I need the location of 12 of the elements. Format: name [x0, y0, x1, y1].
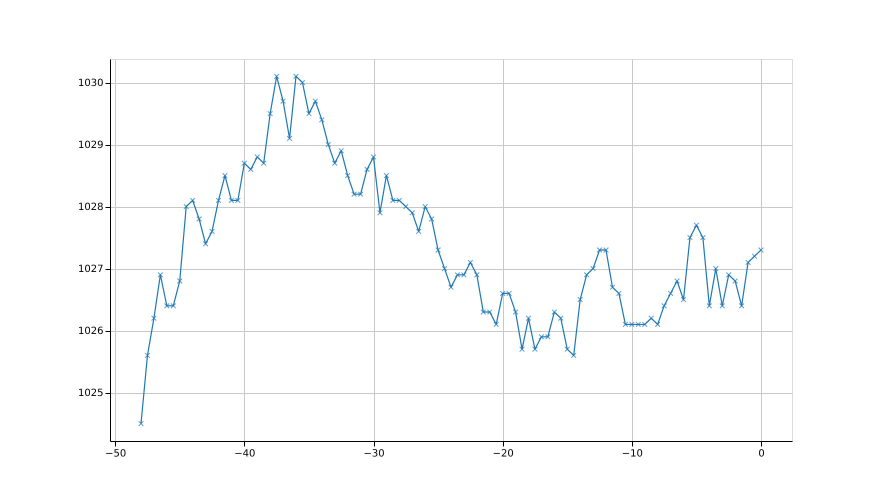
x-tick-label: 0	[758, 448, 765, 460]
y-tick-label: 1030	[78, 78, 104, 90]
x-tick-label: −40	[234, 448, 256, 460]
x-tick-label: −30	[363, 448, 385, 460]
y-tick-label: 1029	[78, 140, 104, 152]
y-tick-label: 1027	[78, 264, 104, 276]
x-tick-label: −50	[105, 448, 126, 460]
y-tick-label: 1025	[78, 388, 104, 400]
x-tick-label: −20	[492, 448, 514, 460]
x-tick-label: −10	[622, 448, 643, 460]
y-tick-label: 1028	[78, 202, 104, 214]
y-tick-label: 1026	[78, 326, 104, 338]
